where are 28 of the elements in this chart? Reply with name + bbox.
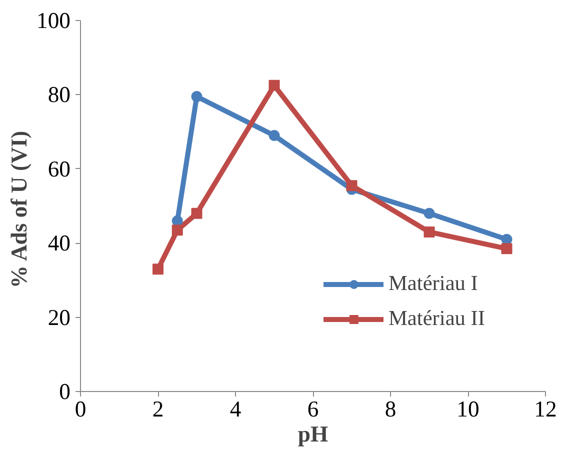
x-tick-label: 6 [307,396,319,422]
x-tick-label: 10 [456,396,480,422]
y-tick-label: 40 [48,230,70,256]
x-tick-label: 12 [534,396,557,422]
point [172,224,183,236]
legend-label: Matériau I [388,271,478,296]
y-tick-label: 20 [48,304,70,330]
x-tick-label: 4 [230,396,242,422]
x-tick-label: 0 [74,396,86,422]
x-tick-label: 2 [152,396,164,422]
point [424,208,435,219]
point [191,91,202,102]
x-axis-title: pH [298,422,328,446]
x-tick-label: 8 [384,396,396,422]
y-tick-label: 60 [48,156,70,182]
point [268,80,280,91]
legend-label: Matériau II [388,306,485,331]
point [268,130,280,141]
point [191,208,202,219]
point [172,215,183,226]
y-axis-title: % Ads of U (VI) [6,130,32,288]
y-tick-label: 100 [36,8,70,33]
point [424,226,435,238]
point [346,180,358,192]
y-tick-label: 80 [48,82,70,108]
y-tick-label: 0 [59,379,70,404]
point [152,264,164,275]
point [501,243,512,254]
